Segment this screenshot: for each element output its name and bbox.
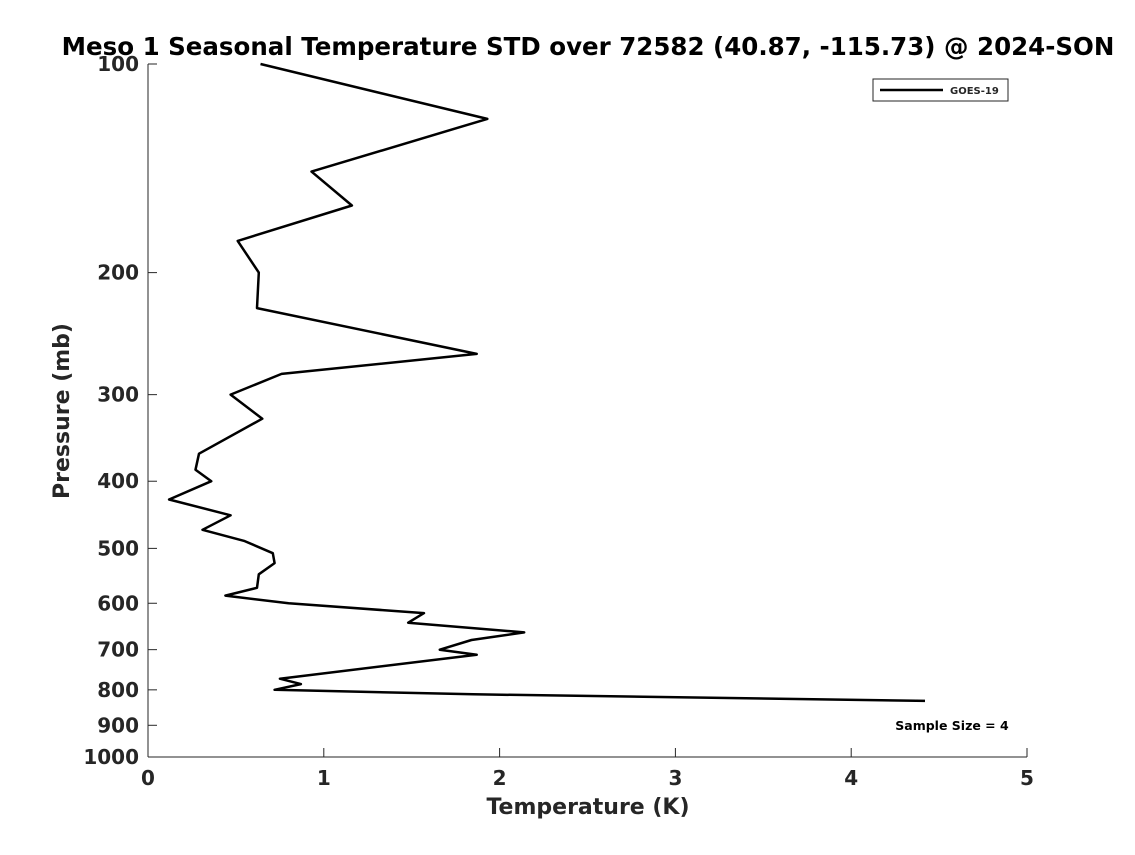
series-line-goes-19 bbox=[167, 62, 926, 703]
x-tick-label: 5 bbox=[1020, 766, 1034, 790]
y-tick-label: 500 bbox=[97, 536, 139, 560]
axes bbox=[147, 64, 1027, 758]
y-tick-label: 300 bbox=[97, 383, 139, 407]
y-tick-label: 200 bbox=[97, 261, 139, 285]
chart-title: Meso 1 Seasonal Temperature STD over 725… bbox=[62, 32, 1115, 61]
y-tick-label: 900 bbox=[97, 713, 139, 737]
x-tick-label: 3 bbox=[668, 766, 682, 790]
y-tick-label: 400 bbox=[97, 469, 139, 493]
legend-label: GOES-19 bbox=[950, 86, 999, 97]
x-tick-label: 2 bbox=[493, 766, 507, 790]
x-tick-label: 0 bbox=[141, 766, 155, 790]
y-tick-label: 600 bbox=[97, 591, 139, 615]
y-tick-label: 800 bbox=[97, 678, 139, 702]
ticks: 0 1 2 3 4 5 100 200 300 400 500 600 700 800 900 1000 bbox=[83, 52, 1034, 790]
x-tick-label: 1 bbox=[317, 766, 331, 790]
x-tick-label: 4 bbox=[844, 766, 858, 790]
y-tick-label: 700 bbox=[97, 638, 139, 662]
y-tick-label: 100 bbox=[97, 52, 139, 76]
y-axis-label: Pressure (mb) bbox=[50, 323, 75, 499]
x-axis-label: Temperature (K) bbox=[486, 795, 689, 820]
sample-size-annotation: Sample Size = 4 bbox=[895, 718, 1009, 733]
legend: GOES-19 bbox=[872, 78, 1009, 102]
y-tick-label: 1000 bbox=[83, 745, 139, 769]
